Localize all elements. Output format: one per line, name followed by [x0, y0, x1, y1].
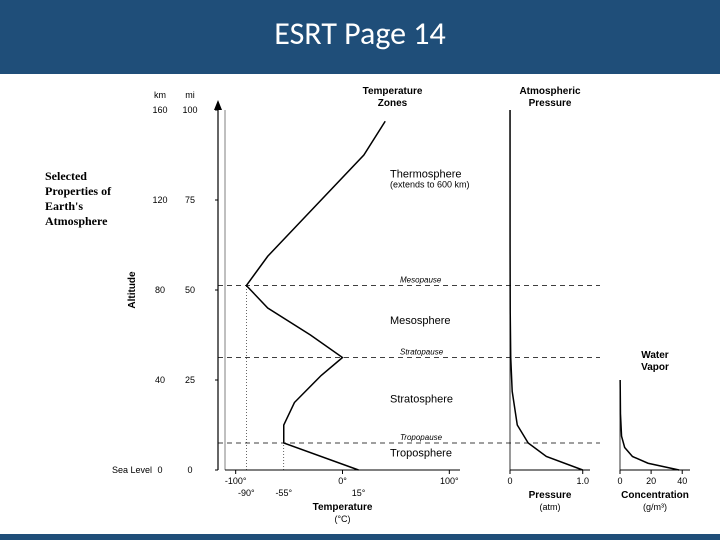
mi-tick: 0: [187, 465, 192, 475]
km-header: km: [154, 90, 166, 100]
side-title-line: Earth's: [45, 199, 83, 213]
mi-header: mi: [185, 90, 195, 100]
vapor-header-1: Water: [641, 350, 669, 361]
zone-label: Mesosphere: [390, 315, 451, 327]
mi-tick: 25: [185, 375, 195, 385]
vapor-header-2: Vapor: [641, 362, 669, 373]
mi-tick: 50: [185, 285, 195, 295]
pressure-x-unit: (atm): [540, 502, 561, 512]
temp-header-2: Zones: [378, 98, 408, 109]
temp-x-label: Temperature: [313, 502, 373, 513]
altitude-axis-label: Altitude: [127, 271, 138, 309]
sea-level-label: Sea Level: [112, 465, 152, 475]
km-tick: 80: [155, 285, 165, 295]
atmosphere-chart: SelectedProperties ofEarth'sAtmosphere km…: [40, 80, 700, 530]
km-tick: 0: [157, 465, 162, 475]
vapor-tick-label: 0: [617, 476, 622, 486]
temp-tick-label: -100°: [225, 476, 247, 486]
temp-tick-label: 0°: [338, 476, 347, 486]
km-tick: 40: [155, 375, 165, 385]
side-title-line: Properties of: [45, 184, 112, 198]
vapor-x-label: Concentration: [621, 490, 689, 501]
side-title-line: Atmosphere: [45, 214, 108, 228]
zone-label: Troposphere: [390, 448, 452, 460]
temp-x-unit: (°C): [334, 514, 350, 524]
footer-strip: [0, 534, 720, 540]
zone-sublabel: (extends to 600 km): [390, 180, 470, 190]
pause-label: Tropopause: [400, 433, 443, 442]
temp-tick-label2: -55°: [275, 488, 292, 498]
pressure-x-label: Pressure: [529, 490, 572, 501]
pressure-curve: [510, 110, 583, 470]
altitude-arrowhead: [214, 100, 222, 110]
vapor-x-unit: (g/m³): [643, 502, 667, 512]
temp-tick-label2: 15°: [352, 488, 366, 498]
mi-tick: 75: [185, 195, 195, 205]
pause-label: Stratopause: [400, 348, 444, 357]
side-title-line: Selected: [45, 169, 87, 183]
vapor-curve: [620, 380, 679, 470]
temp-tick-label2: -90°: [238, 488, 255, 498]
km-tick: 160: [152, 105, 167, 115]
mi-tick: 100: [182, 105, 197, 115]
pressure-tick-label: 0: [507, 476, 512, 486]
km-tick: 120: [152, 195, 167, 205]
pressure-header-2: Pressure: [529, 98, 572, 109]
page-title: ESRT Page 14: [0, 14, 720, 53]
zone-label: Stratosphere: [390, 394, 453, 406]
temp-tick-label: 100°: [440, 476, 459, 486]
vapor-tick-label: 20: [646, 476, 656, 486]
vapor-tick-label: 40: [677, 476, 687, 486]
pause-label: Mesopause: [400, 276, 442, 285]
temperature-curve: [246, 121, 385, 470]
pressure-header-1: Atmospheric: [519, 86, 581, 97]
temp-header-1: Temperature: [363, 86, 423, 97]
pressure-tick-label: 1.0: [576, 476, 589, 486]
